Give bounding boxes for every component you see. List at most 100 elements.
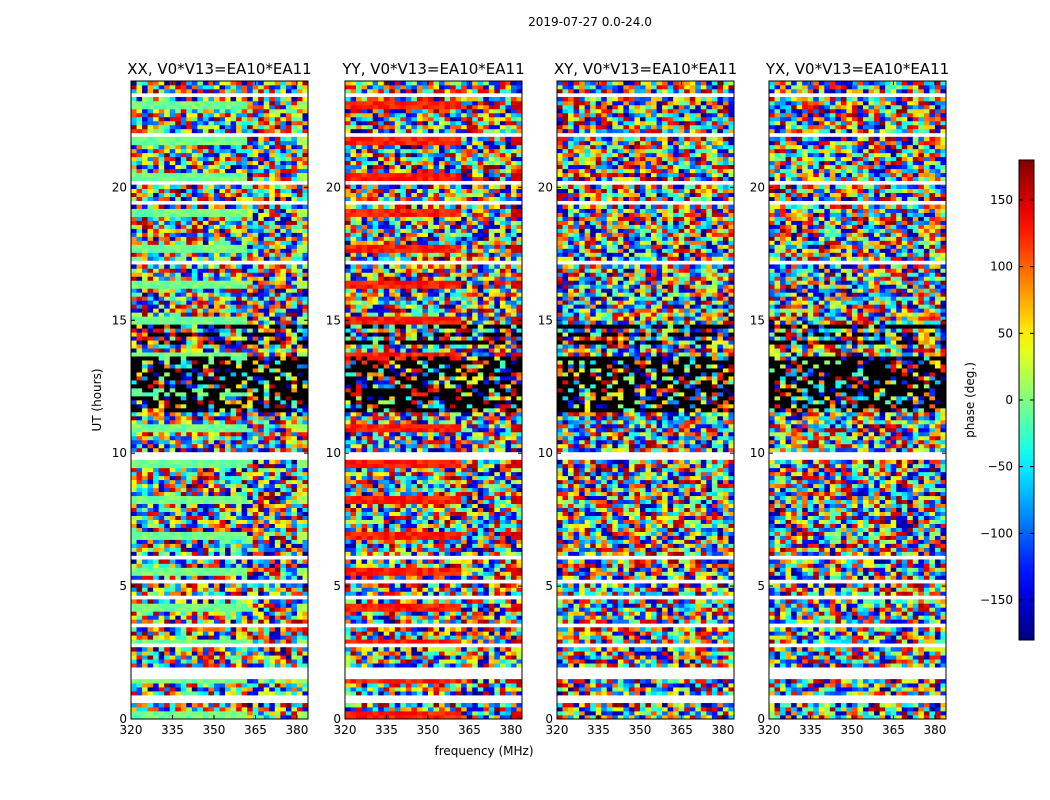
heatmap-cell (225, 248, 231, 252)
heatmap-cell (137, 364, 143, 368)
heatmap-cell (148, 296, 154, 300)
heatmap-cell (192, 209, 198, 213)
heatmap-cell (445, 651, 451, 655)
heatmap-cell (247, 288, 253, 292)
heatmap-cell (192, 532, 198, 536)
heatmap-cell (302, 177, 308, 181)
heatmap-cell (297, 324, 303, 328)
heatmap-cell (280, 209, 286, 213)
heatmap-cell (264, 400, 270, 404)
heatmap-cell (269, 185, 275, 189)
heatmap-cell (148, 189, 154, 193)
heatmap-cell (203, 113, 209, 117)
heatmap-cell (231, 416, 237, 420)
heatmap-cell (345, 663, 351, 667)
heatmap-cell (131, 193, 137, 197)
heatmap-cell (214, 520, 220, 524)
heatmap-cell (175, 109, 181, 113)
heatmap-cell (483, 655, 489, 659)
heatmap-cell (291, 548, 297, 552)
heatmap-cell (181, 185, 187, 189)
heatmap-cell (500, 687, 506, 691)
heatmap-cell (280, 113, 286, 117)
heatmap-cell (220, 567, 226, 571)
heatmap-cell (242, 599, 248, 603)
heatmap-cell (186, 137, 192, 141)
heatmap-cell (286, 344, 292, 348)
heatmap-cell (242, 300, 248, 304)
heatmap-cell (170, 599, 176, 603)
heatmap-cell (186, 193, 192, 197)
heatmap-cell (137, 408, 143, 412)
heatmap-cell (208, 520, 214, 524)
heatmap-cell (220, 149, 226, 153)
heatmap-cell (291, 416, 297, 420)
heatmap-cell (302, 252, 308, 256)
heatmap-cell (203, 392, 209, 396)
heatmap-cell (142, 679, 148, 683)
heatmap-cell (186, 703, 192, 707)
heatmap-cell (220, 440, 226, 444)
heatmap-cell (214, 117, 220, 121)
heatmap-cell (231, 444, 237, 448)
heatmap-cell (269, 113, 275, 117)
heatmap-cell (153, 448, 159, 452)
heatmap-cell (225, 583, 231, 587)
heatmap-cell (142, 276, 148, 280)
heatmap-cell (181, 300, 187, 304)
heatmap-cell (247, 420, 253, 424)
heatmap-cell (203, 560, 209, 564)
heatmap-cell (214, 560, 220, 564)
heatmap-cell (291, 308, 297, 312)
heatmap-cell (131, 655, 137, 659)
heatmap-cell (264, 416, 270, 420)
heatmap-cell (253, 157, 259, 161)
heatmap-cell (269, 663, 275, 667)
heatmap-cell (220, 575, 226, 579)
heatmap-cell (192, 480, 198, 484)
heatmap-cell (275, 428, 281, 432)
heatmap-cell (291, 464, 297, 468)
heatmap-cell (186, 348, 192, 352)
heatmap-cell (264, 464, 270, 468)
heatmap-cell (291, 89, 297, 93)
heatmap-cell (302, 356, 308, 360)
heatmap-cell (203, 412, 209, 416)
heatmap-cell (159, 476, 165, 480)
heatmap-cell (297, 89, 303, 93)
heatmap-cell (286, 524, 292, 528)
heatmap-cell (253, 105, 259, 109)
heatmap-cell (131, 169, 137, 173)
heatmap-cell (142, 464, 148, 468)
heatmap-cell (516, 691, 522, 695)
heatmap-cell (197, 173, 203, 177)
heatmap-cell (159, 591, 165, 595)
heatmap-cell (181, 145, 187, 149)
heatmap-cell (159, 340, 165, 344)
heatmap-cell (181, 173, 187, 177)
heatmap-cell (203, 436, 209, 440)
heatmap-cell (186, 161, 192, 165)
heatmap-cell (253, 536, 259, 540)
heatmap-cell (236, 360, 242, 364)
heatmap-cell (367, 663, 373, 667)
heatmap-cell (494, 687, 500, 691)
heatmap-cell (225, 711, 231, 715)
heatmap-cell (208, 528, 214, 532)
heatmap-cell (302, 520, 308, 524)
heatmap-cell (236, 663, 242, 667)
heatmap-cell (186, 364, 192, 368)
heatmap-cell (286, 615, 292, 619)
heatmap-cell (291, 340, 297, 344)
heatmap-cell (131, 97, 137, 101)
heatmap-cell (214, 599, 220, 603)
heatmap-cell (264, 185, 270, 189)
heatmap-cell (269, 316, 275, 320)
heatmap-cell (131, 516, 137, 520)
heatmap-cell (291, 312, 297, 316)
heatmap-cell (148, 368, 154, 372)
heatmap-cell (142, 408, 148, 412)
heatmap-cell (170, 416, 176, 420)
heatmap-cell (137, 205, 143, 209)
heatmap-cell (258, 320, 264, 324)
